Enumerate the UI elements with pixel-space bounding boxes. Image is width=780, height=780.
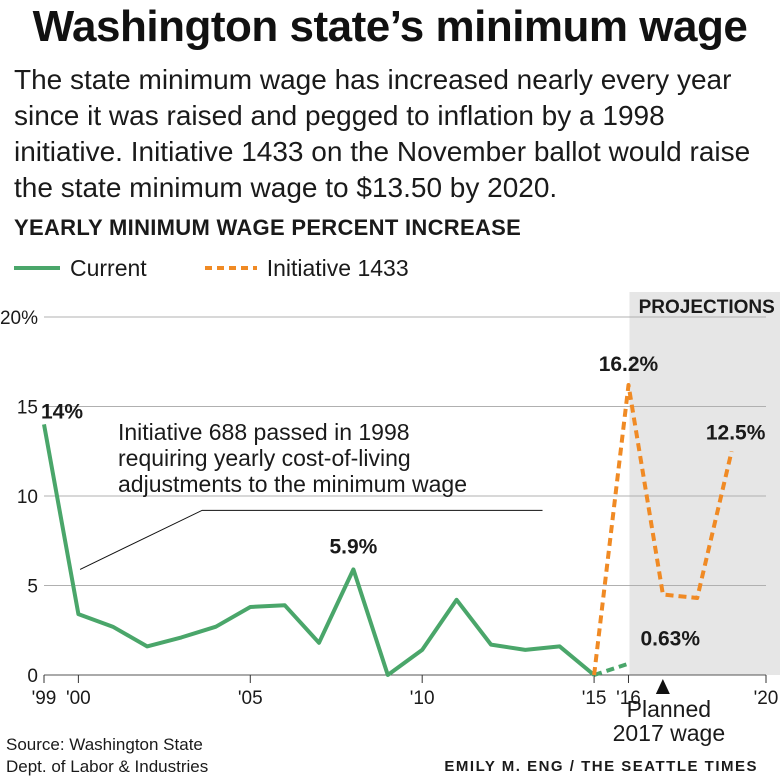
y-tick-label: 20% xyxy=(0,308,38,329)
data-label: 12.5% xyxy=(706,421,766,444)
y-tick-label: 10 xyxy=(17,487,38,508)
planned-wage-marker xyxy=(655,679,670,694)
series-line-current-solid xyxy=(42,424,596,677)
projection-label: PROJECTIONS xyxy=(639,297,775,318)
series-line-current-dashed xyxy=(593,661,630,677)
x-tick-label: '00 xyxy=(66,688,91,709)
source-line-1: Source: Washington State xyxy=(6,735,203,754)
credit: EMILY M. ENG / THE SEATTLE TIMES xyxy=(444,758,758,775)
legend-item-current: Current xyxy=(14,255,147,282)
legend-label-current: Current xyxy=(70,254,147,281)
x-tick-label: '16 xyxy=(616,688,641,709)
x-tick-label: '99 xyxy=(32,688,57,709)
data-label: 0.63% xyxy=(640,628,700,651)
data-label: 5.9% xyxy=(329,535,377,558)
annotation-text-line: Planned xyxy=(627,696,711,722)
annotation-text-line: requiring yearly cost-of-living xyxy=(118,445,411,471)
legend-item-initiative: Initiative 1433 xyxy=(204,254,409,282)
legend-swatch-initiative xyxy=(204,266,257,270)
x-tick-label: '10 xyxy=(410,688,435,709)
y-tick-label: 0 xyxy=(27,666,38,687)
series-line-initiative-1433-dashed xyxy=(592,383,734,676)
y-tick-labels: 0 5 10 15 20% xyxy=(0,308,38,687)
series-lines xyxy=(42,383,734,677)
data-label: 16.2% xyxy=(599,353,659,376)
x-tick-label: '15 xyxy=(582,688,607,709)
legend: Current Initiative 1433 xyxy=(14,254,467,282)
annotation-leader-line xyxy=(79,509,543,570)
chart-subtitle: The state minimum wage has increased nea… xyxy=(14,64,751,203)
x-tick-label: '05 xyxy=(238,688,263,709)
y-tick-label: 15 xyxy=(17,398,38,419)
x-tick-label: '20 xyxy=(754,688,779,709)
data-label: 14% xyxy=(41,400,83,423)
source-line-2: Dept. of Labor & Industries xyxy=(6,757,209,776)
projection-band xyxy=(629,292,780,675)
data-labels: 14% 5.9% 16.2% 0.63% 12.5% xyxy=(41,353,766,651)
annotation-text-line: Initiative 688 passed in 1998 xyxy=(118,419,410,445)
x-tick-labels: '99 '00 '05 '10 '15 '16 '20 xyxy=(32,675,779,709)
legend-swatch-current xyxy=(14,266,60,270)
y-tick-label: 5 xyxy=(27,577,38,598)
source-note: Source: Washington State Dept. of Labor … xyxy=(6,734,208,778)
annotation-text-line: adjustments to the minimum wage xyxy=(118,471,467,497)
annotation-text-line: 2017 wage xyxy=(613,720,726,746)
section-label: YEARLY MINIMUM WAGE PERCENT INCREASE xyxy=(14,215,522,240)
legend-label-initiative: Initiative 1433 xyxy=(266,254,409,281)
chart-title: Washington state’s minimum wage xyxy=(32,2,748,51)
